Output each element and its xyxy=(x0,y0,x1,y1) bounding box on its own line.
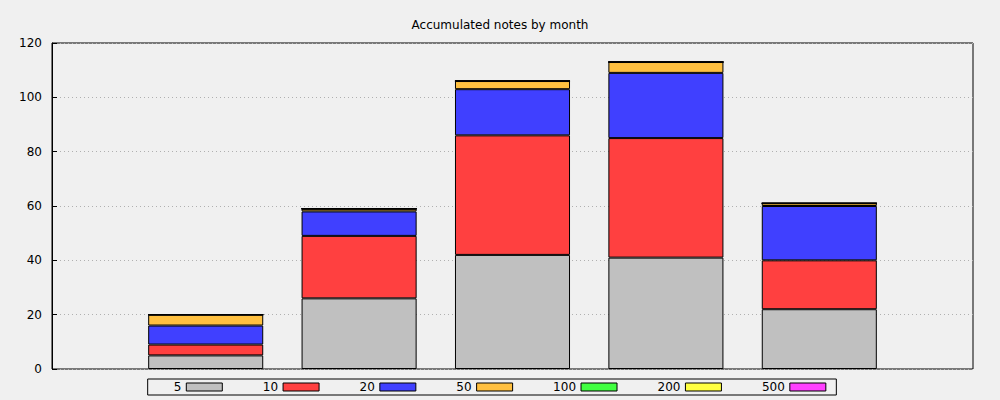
svg-text:20: 20 xyxy=(27,308,42,322)
svg-text:5: 5 xyxy=(174,380,182,394)
svg-text:20: 20 xyxy=(360,380,375,394)
svg-text:80: 80 xyxy=(27,145,42,159)
svg-text:40: 40 xyxy=(27,253,42,267)
svg-text:100: 100 xyxy=(19,90,42,104)
svg-text:120: 120 xyxy=(19,36,42,50)
svg-text:50: 50 xyxy=(456,380,471,394)
svg-text:200: 200 xyxy=(658,380,681,394)
svg-text:0: 0 xyxy=(34,362,42,376)
svg-text:10: 10 xyxy=(263,380,278,394)
svg-text:500: 500 xyxy=(762,380,785,394)
svg-text:Accumulated notes by month: Accumulated notes by month xyxy=(412,18,589,32)
svg-text:60: 60 xyxy=(27,199,42,213)
svg-text:100: 100 xyxy=(553,380,576,394)
